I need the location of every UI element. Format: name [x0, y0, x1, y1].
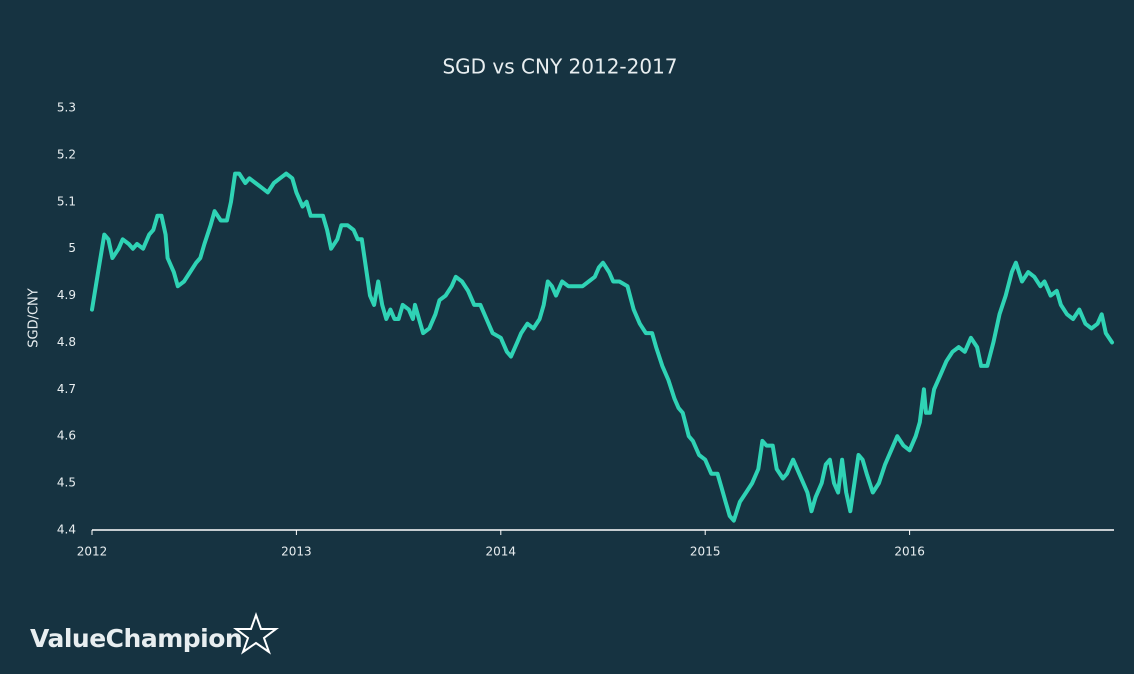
y-tick-label: 5	[68, 241, 76, 255]
y-tick-label: 4.8	[57, 335, 76, 349]
y-axis-label: SGD/CNY	[27, 288, 42, 348]
y-tick-label: 4.5	[57, 476, 76, 490]
x-tick-label: 2015	[690, 545, 721, 559]
brand-star	[233, 612, 279, 655]
line-series	[90, 171, 1114, 523]
y-tick-label: 4.7	[57, 382, 76, 396]
x-tick-label: 2014	[486, 545, 517, 559]
brand: ValueChampion	[30, 624, 242, 653]
y-tick-label: 4.6	[57, 429, 76, 443]
x-tick-label: 2013	[281, 545, 312, 559]
y-tick-label: 5.2	[57, 147, 76, 161]
chart-title: SGD vs CNY 2012-2017	[442, 55, 677, 79]
y-tick-label: 5.1	[57, 194, 76, 208]
x-tick-label: 2016	[894, 545, 925, 559]
y-tick-label: 5.3	[57, 101, 76, 115]
y-tick-label: 4.9	[57, 288, 76, 302]
x-tick-label: 2012	[77, 545, 108, 559]
y-tick-label: 4.4	[57, 523, 76, 537]
